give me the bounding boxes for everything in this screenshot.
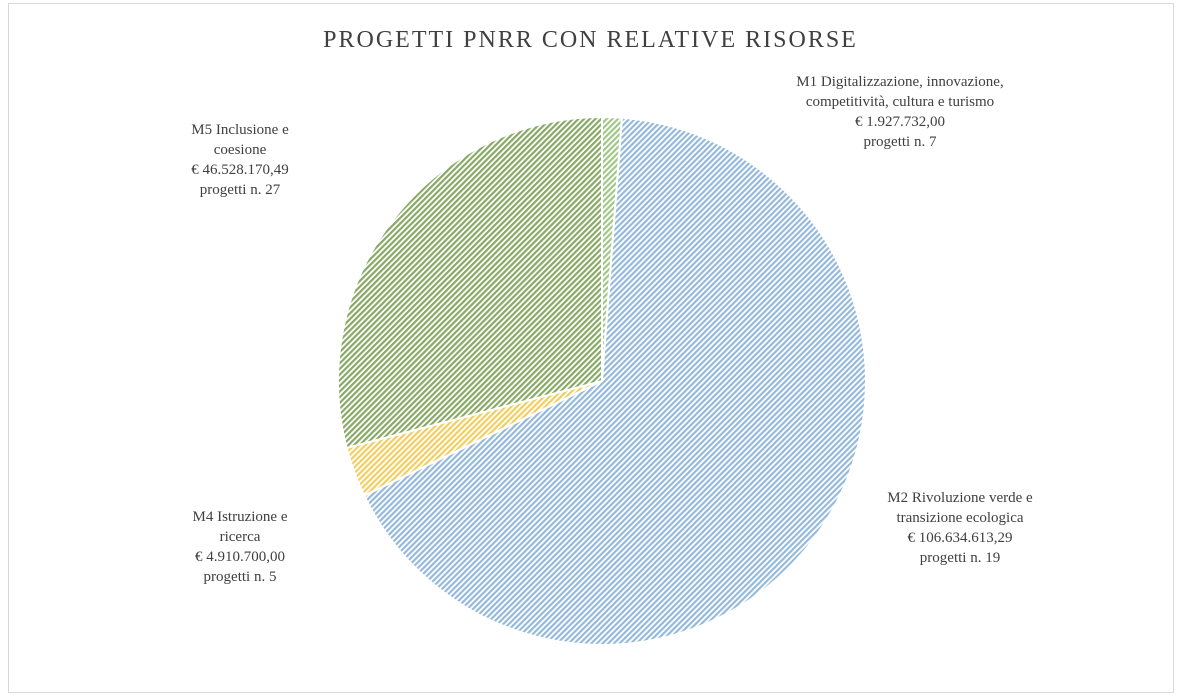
- slice-label-m2-projects: progetti n. 19: [919, 550, 1001, 566]
- pie-slices: [337, 115, 867, 646]
- slice-label-m1-line1: M1 Digitalizzazione, innovazione,: [796, 74, 1004, 90]
- slice-label-m4: M4 Istruzione e ricerca € 4.910.700,00 p…: [160, 507, 320, 587]
- slice-label-m1-projects: progetti n. 7: [863, 134, 937, 150]
- chart-title: PROGETTI PNRR CON RELATIVE RISORSE: [323, 27, 858, 53]
- slice-label-m4-line2: ricerca: [219, 529, 261, 545]
- slice-label-m5-amount: € 46.528.170,49: [191, 162, 289, 178]
- pie-slice-m2: [362, 116, 867, 646]
- slice-label-m4-amount: € 4.910.700,00: [195, 549, 285, 565]
- slice-label-m1-amount: € 1.927.732,00: [855, 114, 945, 130]
- slice-label-m4-projects: progetti n. 5: [203, 569, 277, 585]
- slice-label-m2-line1: M2 Rivoluzione verde e: [887, 490, 1033, 506]
- slice-label-m2-line2: transizione ecologica: [896, 510, 1024, 526]
- slice-label-m5-line2: coesione: [213, 142, 267, 158]
- slice-label-m2: M2 Rivoluzione verde e transizione ecolo…: [840, 488, 1080, 568]
- pie-slice-m5: [337, 115, 603, 450]
- slice-label-m1-line2: competitività, cultura e turismo: [805, 94, 995, 110]
- slice-label-m5: M5 Inclusione e coesione € 46.528.170,49…: [160, 120, 320, 200]
- slice-label-m4-line1: M4 Istruzione e: [192, 509, 288, 525]
- slice-label-m5-projects: progetti n. 27: [199, 182, 281, 198]
- slice-label-m2-amount: € 106.634.613,29: [907, 530, 1013, 546]
- slice-label-m5-line1: M5 Inclusione e: [191, 122, 289, 138]
- slice-label-m1: M1 Digitalizzazione, innovazione, compet…: [760, 72, 1040, 152]
